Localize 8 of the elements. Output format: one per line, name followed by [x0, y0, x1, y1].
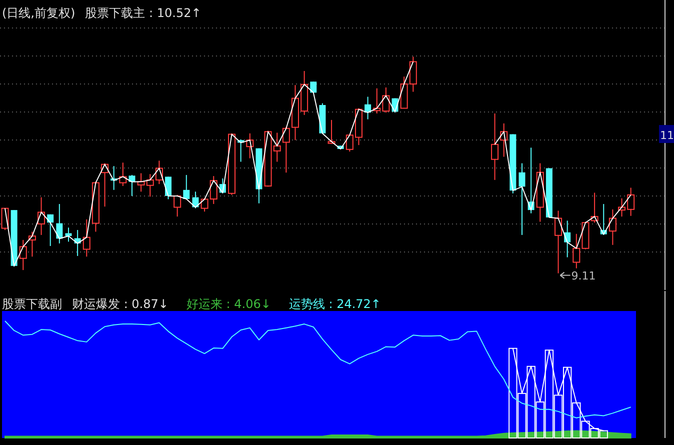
legend: 运势线 : 24.72↑ [288, 297, 381, 311]
title: (日线,前复权) [2, 6, 76, 20]
legend: 财运爆发 : 0.87↓ [72, 297, 168, 311]
legend: 股票下载主 : 10.52↑ [85, 6, 202, 20]
title: 股票下载副 [2, 297, 62, 311]
legend: 好运来 : 4.06↓ [186, 297, 271, 311]
annotation: 11 [660, 129, 674, 142]
annotation: 9.11 [571, 269, 596, 282]
